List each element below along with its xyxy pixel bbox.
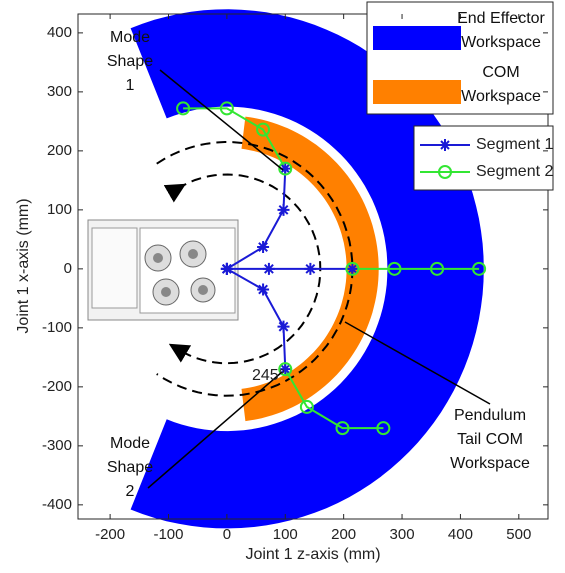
x-axis-label: Joint 1 z-axis (mm) <box>245 546 380 563</box>
point-marker <box>257 241 269 253</box>
annotation: Pendulum Tail COM Workspace <box>430 404 550 476</box>
point-marker <box>263 263 275 275</box>
y-tick-label: -400 <box>42 496 72 513</box>
x-tick-label: 400 <box>448 526 473 543</box>
annotation: Mode Shape 2 <box>95 432 165 504</box>
x-tick-label: 100 <box>273 526 298 543</box>
x-tick-label: -100 <box>153 526 183 543</box>
y-tick-label: 100 <box>47 201 72 218</box>
legend-label: End Effector Workspace <box>444 7 558 55</box>
page: Joint 1 z-axis (mm) Joint 1 x-axis (mm) … <box>0 0 565 573</box>
y-tick-label: 0 <box>64 260 72 277</box>
angle-label: 245° <box>252 367 285 384</box>
y-tick-label: -100 <box>42 319 72 336</box>
x-tick-label: 300 <box>390 526 415 543</box>
hardware-inset <box>88 220 238 320</box>
x-tick-label: 200 <box>331 526 356 543</box>
y-tick-label: 200 <box>47 142 72 159</box>
y-tick-label: 300 <box>47 83 72 100</box>
y-tick-label: -200 <box>42 378 72 395</box>
point-marker <box>278 321 290 333</box>
legend: Segment 1 Segment 2 <box>414 126 553 190</box>
x-tick-label: 500 <box>506 526 531 543</box>
legend-label: Segment 1 <box>476 136 553 153</box>
point-marker <box>304 263 316 275</box>
x-tick-label: -200 <box>95 526 125 543</box>
y-tick-label: 400 <box>47 24 72 41</box>
x-tick-label: 0 <box>223 526 231 543</box>
annotation: Mode Shape 1 <box>95 26 165 98</box>
point-marker <box>257 284 269 296</box>
point-marker <box>278 204 290 216</box>
y-axis-label: Joint 1 x-axis (mm) <box>15 198 32 333</box>
legend-label: COM Workspace <box>444 61 558 109</box>
y-tick-label: -300 <box>42 437 72 454</box>
legend-label: Segment 2 <box>476 163 553 180</box>
